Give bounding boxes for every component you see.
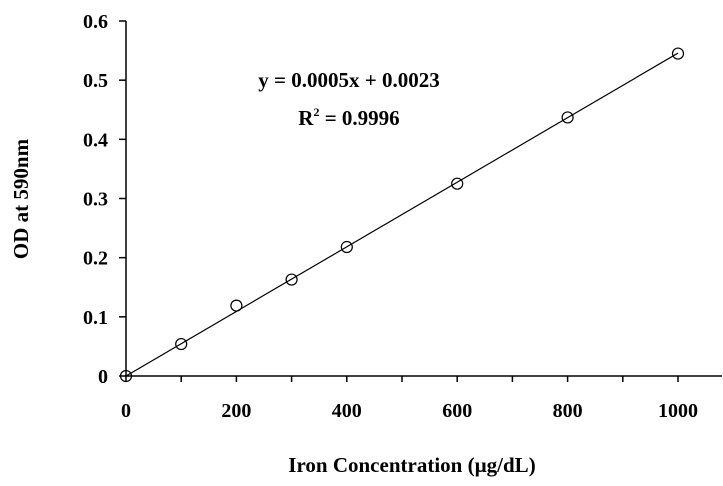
y-tick-label: 0.4 [83, 129, 108, 151]
equation-label: y = 0.0005x + 0.0023 [258, 68, 439, 92]
y-tick-label: 0 [98, 366, 108, 388]
data-point [175, 337, 188, 351]
data-point [561, 111, 574, 124]
y-axis-title: OD at 590nm [9, 138, 33, 259]
y-axis: 0 0.1 0.2 0.3 0.4 0.5 0.6 [83, 11, 127, 388]
x-tick-label: 1000 [658, 400, 698, 422]
y-tick-label: 0.5 [83, 70, 108, 92]
trendline [125, 52, 679, 377]
data-point [340, 240, 353, 254]
y-ticks: 0 0.1 0.2 0.3 0.4 0.5 0.6 [83, 11, 126, 388]
x-tick-label: 200 [221, 400, 251, 422]
data-point [285, 273, 298, 286]
y-tick-label: 0.1 [83, 307, 108, 329]
y-tick-label: 0.3 [83, 189, 108, 211]
x-tick-label: 800 [553, 400, 583, 422]
x-axis: 0 200 400 600 800 1000 [121, 375, 722, 422]
data-point [119, 369, 133, 383]
y-tick-label: 0.2 [83, 248, 108, 270]
x-ticks: 0 200 400 600 800 1000 [121, 376, 698, 422]
x-tick-label: 400 [332, 400, 362, 422]
r-squared-exponent: 2 [313, 105, 319, 119]
x-tick-label: 0 [121, 400, 131, 422]
data-point [230, 299, 243, 312]
y-tick-label: 0.6 [83, 11, 108, 33]
data-points [119, 47, 685, 383]
r-squared-prefix: R [298, 106, 314, 130]
r-squared-label: R2 = 0.9996 [298, 105, 399, 130]
r-squared-value: = 0.9996 [319, 106, 399, 130]
trendline-path [125, 52, 679, 377]
x-tick-label: 600 [442, 400, 472, 422]
data-point [671, 47, 685, 60]
x-axis-title: Iron Concentration (µg/dL) [288, 453, 535, 477]
data-point [451, 177, 464, 190]
